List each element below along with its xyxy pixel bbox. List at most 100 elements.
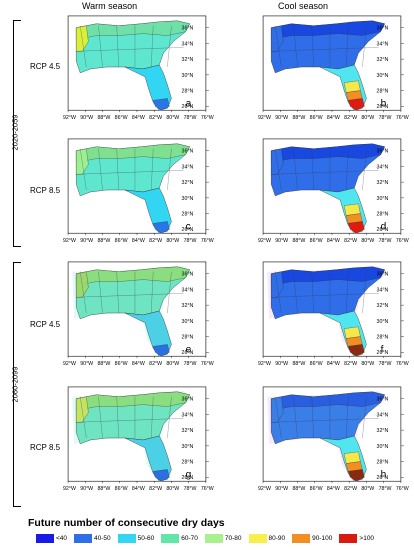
legend-label: >100 <box>359 535 375 542</box>
lat-label: 32°N <box>182 57 194 63</box>
lat-label: 34°N <box>377 287 389 293</box>
lat-label: 30°N <box>182 196 194 202</box>
boundary-line <box>116 25 119 68</box>
lon-label: 78°W <box>379 486 392 492</box>
florida-tip <box>152 344 170 357</box>
boundary-line <box>98 271 103 314</box>
lon-label: 88°W <box>97 115 110 121</box>
legend-label: 80-90 <box>268 535 286 542</box>
land-north <box>271 20 385 40</box>
lat-label: 36°N <box>182 149 194 155</box>
lat-label: 28°N <box>182 89 194 95</box>
legend-label: <40 <box>56 535 68 542</box>
lon-label: 76°W <box>201 361 214 367</box>
lon-label: 88°W <box>292 486 305 492</box>
lat-label: 36°N <box>182 272 194 278</box>
lat-label: 36°N <box>377 149 389 155</box>
boundary-line <box>362 271 367 314</box>
panel-letter: g <box>186 469 192 480</box>
legend-label: 50-60 <box>137 535 155 542</box>
legend-label: 40-50 <box>94 535 111 542</box>
lat-label: 26°N <box>377 227 389 233</box>
lon-label: 90°W <box>80 115 93 121</box>
land-west <box>76 271 89 298</box>
boundary-line <box>271 418 379 423</box>
lon-label: 86°W <box>310 115 323 121</box>
lon-label: 86°W <box>115 361 128 367</box>
boundary-line <box>80 25 87 68</box>
boundary-line <box>271 293 379 298</box>
lon-label: 80°W <box>166 486 179 492</box>
boundary-line <box>293 396 298 439</box>
boundary-line <box>311 396 314 439</box>
florida-tip <box>347 98 365 111</box>
boundary-line <box>116 271 119 314</box>
lon-label: 84°W <box>132 238 145 244</box>
legend-swatch <box>339 534 358 543</box>
boundary-line <box>167 148 172 191</box>
lon-label: 86°W <box>115 238 128 244</box>
florida-tip <box>347 221 365 234</box>
legend-swatch <box>36 534 54 543</box>
lat-label: 28°N <box>377 460 389 466</box>
legend-item: 40-50 <box>74 534 111 543</box>
panel-letter: d <box>381 221 387 232</box>
boundary-line <box>275 396 282 439</box>
lon-label: 82°W <box>344 115 357 121</box>
lat-label: 28°N <box>182 212 194 218</box>
legend-swatch <box>117 534 136 543</box>
boundary-line <box>271 170 379 175</box>
florida-tip <box>152 469 170 482</box>
boundary-line <box>80 271 87 314</box>
lon-label: 80°W <box>361 361 374 367</box>
lon-label: 80°W <box>361 238 374 244</box>
land-west <box>271 148 284 175</box>
lon-label: 82°W <box>149 238 162 244</box>
lon-label: 76°W <box>396 486 409 492</box>
lon-label: 92°W <box>258 238 271 244</box>
legend-item: 80-90 <box>248 534 286 543</box>
lat-label: 36°N <box>377 397 389 403</box>
panel-letter: c <box>186 221 191 232</box>
lat-label: 28°N <box>182 335 194 341</box>
boundary-line <box>362 148 367 191</box>
lat-label: 36°N <box>377 26 389 32</box>
lon-label: 76°W <box>201 238 214 244</box>
boundary-line <box>167 25 172 68</box>
lon-label: 88°W <box>292 115 305 121</box>
lon-label: 92°W <box>63 361 76 367</box>
lon-label: 88°W <box>97 238 110 244</box>
lon-label: 86°W <box>310 238 323 244</box>
lon-label: 78°W <box>379 238 392 244</box>
boundary-line <box>80 148 87 191</box>
lon-label: 90°W <box>275 115 288 121</box>
period-label-2060: 2060-2099 <box>10 366 20 403</box>
land-north <box>271 143 385 163</box>
map-panel-g: 36°N 34°N 32°N 30°N 28°N 26°N 92°W 90°W 88°W 86°W… <box>62 383 214 493</box>
map-panel-e: 36°N 34°N 32°N 30°N 28°N 26°N 92°W 90°W 88°W 86°W… <box>62 258 214 368</box>
boundary-line <box>346 396 349 439</box>
rcp-label-row4: RCP 8.5 <box>30 443 61 452</box>
lon-label: 90°W <box>275 361 288 367</box>
legend-item: 90-100 <box>292 534 332 543</box>
lat-label: 30°N <box>182 319 194 325</box>
lon-label: 92°W <box>63 115 76 121</box>
lat-label: 34°N <box>182 412 194 418</box>
lon-label: 92°W <box>258 115 271 121</box>
florida-tip <box>152 98 170 111</box>
land-florida <box>124 64 172 111</box>
lon-label: 84°W <box>132 361 145 367</box>
florida-tip <box>347 344 365 357</box>
lat-label: 26°N <box>377 475 389 481</box>
legend-item: <40 <box>36 534 67 543</box>
lat-label: 36°N <box>182 26 194 32</box>
lon-label: 86°W <box>310 486 323 492</box>
lon-label: 78°W <box>379 115 392 121</box>
boundary-line <box>346 148 349 191</box>
legend-swatch <box>161 534 180 543</box>
land-west <box>76 25 89 52</box>
boundary-line <box>293 148 298 191</box>
lon-label: 76°W <box>396 115 409 121</box>
lat-label: 30°N <box>377 444 389 450</box>
lat-label: 32°N <box>377 428 389 434</box>
